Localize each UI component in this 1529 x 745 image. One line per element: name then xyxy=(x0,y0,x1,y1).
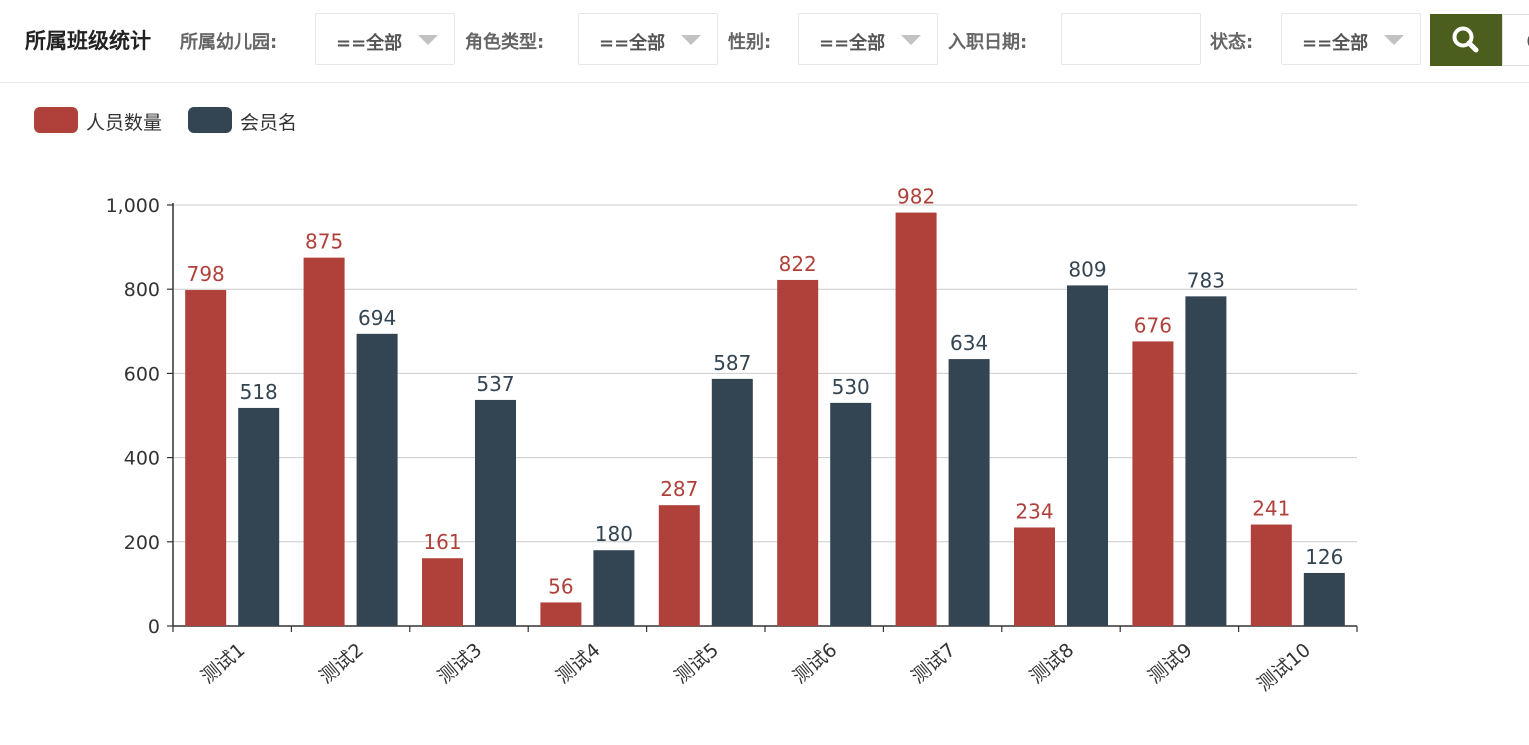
data-label: 783 xyxy=(1187,268,1225,292)
data-label: 241 xyxy=(1252,497,1290,521)
bar-headcount xyxy=(422,558,463,626)
bar-member-name xyxy=(948,359,990,626)
data-label: 537 xyxy=(476,372,514,396)
x-tick-label: 测试8 xyxy=(1026,639,1079,688)
chevron-down-icon xyxy=(418,35,438,45)
bar-headcount xyxy=(303,257,345,626)
x-tick-label: 测试2 xyxy=(315,639,368,688)
data-label: 982 xyxy=(897,185,935,209)
role-type-select[interactable]: ==全部 xyxy=(578,13,718,65)
y-tick-label: 800 xyxy=(124,279,160,301)
bar-member-name xyxy=(1067,285,1108,626)
data-label: 234 xyxy=(1015,499,1053,523)
data-label: 287 xyxy=(660,477,698,501)
x-tick-label: 测试6 xyxy=(789,639,842,688)
x-tick-label: 测试5 xyxy=(670,639,723,688)
data-label: 126 xyxy=(1305,545,1343,569)
data-label: 530 xyxy=(832,375,870,399)
data-label: 161 xyxy=(423,530,461,554)
y-tick-label: 0 xyxy=(148,616,160,638)
data-label: 822 xyxy=(779,252,817,276)
bar-headcount xyxy=(185,290,227,626)
hire-date-input[interactable] xyxy=(1061,13,1201,65)
bar-headcount xyxy=(777,279,819,626)
x-tick-label: 测试3 xyxy=(434,639,487,688)
role-type-filter-label: 角色类型: xyxy=(465,32,545,53)
x-tick-label: 测试9 xyxy=(1144,639,1197,688)
hire-date-filter-label: 入职日期: xyxy=(948,32,1028,53)
data-label: 694 xyxy=(358,306,396,330)
status-filter-label: 状态: xyxy=(1210,32,1254,53)
y-tick-label: 600 xyxy=(124,363,160,385)
x-tick-label: 测试10 xyxy=(1253,639,1315,696)
status-select[interactable]: ==全部 xyxy=(1281,13,1421,65)
bar-member-name xyxy=(711,378,753,626)
y-tick-label: 200 xyxy=(124,532,160,554)
bar-headcount xyxy=(540,602,582,626)
x-tick-label: 测试7 xyxy=(907,639,960,688)
kindergarten-select[interactable]: ==全部 xyxy=(315,13,455,65)
bar-headcount xyxy=(658,505,700,626)
data-label: 676 xyxy=(1134,313,1172,337)
bar-member-name xyxy=(238,407,280,626)
bar-member-name xyxy=(1185,296,1227,626)
search-button[interactable] xyxy=(1430,14,1502,66)
bar-member-name xyxy=(356,333,398,626)
data-label: 587 xyxy=(713,351,751,375)
search-icon xyxy=(1452,26,1479,53)
data-label: 798 xyxy=(187,262,225,286)
data-label: 809 xyxy=(1068,257,1106,281)
bar-member-name xyxy=(593,550,635,626)
y-tick-label: 400 xyxy=(124,448,160,470)
data-label: 518 xyxy=(240,380,278,404)
bar-headcount xyxy=(1132,341,1174,626)
data-label: 634 xyxy=(950,331,988,355)
page-title: 所属班级统计 xyxy=(25,29,151,53)
legend-label-headcount: 人员数量 xyxy=(86,112,163,134)
bar-member-name xyxy=(830,402,872,626)
bar-member-name xyxy=(1303,572,1345,626)
x-tick-label: 测试4 xyxy=(552,639,605,688)
bar-member-name xyxy=(475,399,516,626)
chevron-down-icon xyxy=(681,35,701,45)
gender-select-value: ==全部 xyxy=(819,33,886,54)
y-tick-label: 1,000 xyxy=(106,195,160,217)
data-label: 56 xyxy=(548,574,573,598)
legend-swatch-member-name xyxy=(188,107,232,133)
gender-select[interactable]: ==全部 xyxy=(798,13,938,65)
legend-label-member-name: 会员名 xyxy=(240,112,298,134)
chevron-down-icon xyxy=(901,35,921,45)
x-tick-label: 测试1 xyxy=(197,639,250,688)
filter-toolbar: 所属班级统计 所属幼儿园: ==全部 角色类型: ==全部 性别: ==全部 入… xyxy=(0,0,1529,83)
status-select-value: ==全部 xyxy=(1302,33,1369,54)
reset-button[interactable] xyxy=(1502,14,1529,66)
gender-filter-label: 性别: xyxy=(728,32,772,53)
kindergarten-select-value: ==全部 xyxy=(336,33,403,54)
bar-headcount xyxy=(895,212,937,626)
role-type-select-value: ==全部 xyxy=(599,33,666,54)
data-label: 180 xyxy=(595,522,633,546)
bar-headcount xyxy=(1250,524,1292,626)
data-label: 875 xyxy=(305,230,343,254)
kindergarten-filter-label: 所属幼儿园: xyxy=(180,32,278,53)
chevron-down-icon xyxy=(1384,35,1404,45)
legend-swatch-headcount xyxy=(34,107,78,133)
bar-headcount xyxy=(1014,527,1055,626)
